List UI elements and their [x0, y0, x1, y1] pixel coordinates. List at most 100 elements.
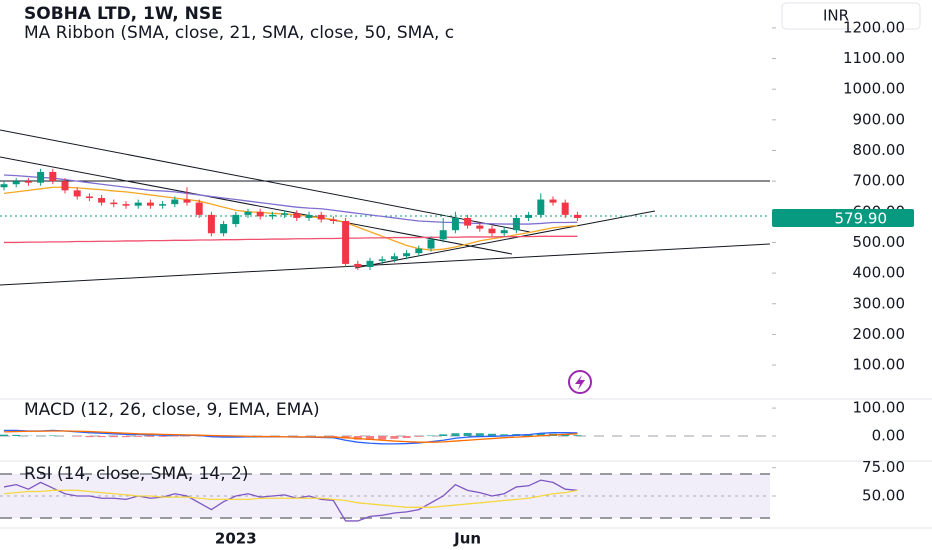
- histogram-bar: [561, 434, 570, 437]
- histogram-bar: [0, 434, 8, 437]
- candle-body: [512, 217, 520, 231]
- alert-icon-bolt: [575, 375, 585, 390]
- histogram-bar: [390, 436, 399, 439]
- candle-body: [159, 204, 167, 206]
- indicator-line: [3, 174, 578, 225]
- candle-body: [12, 181, 20, 185]
- histogram-bar: [158, 436, 167, 437]
- histogram-bar: [109, 436, 118, 438]
- y-tick-label: 700.00: [853, 172, 906, 190]
- candle-body: [49, 171, 57, 182]
- y-tick-label: 1000.00: [843, 80, 905, 98]
- rsi-title: RSI (14, close, SMA, 14, 2): [24, 464, 248, 484]
- candle-body: [342, 220, 350, 264]
- histogram-bar: [475, 433, 484, 437]
- alert-icon[interactable]: [568, 370, 592, 394]
- candle-body: [134, 202, 142, 206]
- candle-body: [476, 225, 484, 229]
- histogram-bar: [146, 436, 155, 437]
- histogram-bar: [85, 436, 94, 438]
- candle-body: [171, 199, 179, 205]
- candle-body: [390, 256, 398, 260]
- last-price-box: [772, 208, 914, 227]
- indicator-line: [3, 489, 578, 508]
- y-tick-label: 200.00: [853, 325, 906, 343]
- candle-body: [0, 184, 8, 188]
- histogram-bar: [463, 432, 472, 437]
- indicator-line: [3, 186, 578, 251]
- candle-body: [451, 217, 459, 231]
- histogram-bar: [12, 434, 21, 437]
- y-tick-label: 100.00: [853, 399, 906, 417]
- y-tick-label: 800.00: [853, 141, 906, 159]
- y-tick-label: 1200.00: [843, 18, 905, 36]
- candle-body: [561, 202, 569, 215]
- histogram-bar: [170, 436, 179, 437]
- histogram-bar: [500, 434, 509, 437]
- y-tick-label: 0.00: [872, 427, 905, 445]
- candle-body: [525, 214, 533, 218]
- histogram-bar: [122, 436, 130, 438]
- candle-body: [366, 260, 374, 267]
- candle-body: [500, 230, 508, 234]
- candle-body: [329, 219, 337, 221]
- candle-body: [378, 259, 386, 261]
- candle-body: [537, 199, 545, 215]
- histogram-bar: [97, 436, 106, 438]
- candle-body: [24, 181, 32, 183]
- candle-body: [73, 190, 81, 197]
- candle-body: [549, 199, 557, 203]
- histogram-bar: [378, 436, 387, 440]
- currency-box[interactable]: [781, 2, 921, 30]
- y-tick-label: 1100.00: [843, 49, 905, 67]
- trend-line: [0, 243, 771, 286]
- candle-body: [195, 202, 203, 215]
- candle-body: [439, 230, 447, 240]
- histogram-bar: [329, 436, 338, 437]
- indicator-line: [4, 235, 578, 244]
- candle-body: [488, 228, 496, 234]
- candle-body: [220, 224, 228, 234]
- x-tick-label: 2023: [215, 530, 257, 548]
- y-tick-label: 300.00: [853, 294, 906, 312]
- histogram-bar: [48, 435, 57, 437]
- candle-body: [573, 214, 581, 218]
- y-tick-label: 50.00: [862, 487, 905, 505]
- histogram-bar: [439, 434, 448, 437]
- y-tick-label: 100.00: [853, 356, 906, 374]
- candle-body: [122, 204, 130, 206]
- candle-body: [61, 181, 69, 191]
- candle-body: [268, 214, 276, 217]
- candle-body: [317, 214, 325, 220]
- histogram-bar: [414, 436, 423, 437]
- candle-body: [354, 263, 362, 267]
- candle-body: [98, 198, 106, 203]
- histogram-bar: [536, 433, 545, 437]
- histogram-bar: [488, 433, 496, 437]
- candle-body: [232, 214, 240, 225]
- candle-body: [305, 214, 313, 218]
- histogram-bar: [573, 435, 582, 437]
- histogram-bar: [353, 436, 362, 440]
- candle-body: [146, 202, 154, 206]
- candle-body: [464, 217, 472, 226]
- currency: INR: [823, 7, 849, 25]
- y-tick-label: 75.00: [862, 458, 905, 476]
- histogram-bar: [73, 436, 82, 437]
- candle-body: [183, 199, 191, 203]
- trend-line: [354, 210, 656, 269]
- candle-body: [37, 171, 45, 183]
- candle-body: [281, 213, 289, 215]
- candle-body: [427, 239, 435, 249]
- y-tick-label: 500.00: [853, 233, 906, 251]
- histogram-bar: [451, 433, 460, 437]
- candle-body: [256, 211, 264, 217]
- chart-title: SOBHA LTD, 1W, NSE: [24, 4, 223, 24]
- candle-body: [403, 253, 411, 257]
- macd-title: MACD (12, 26, close, 9, EMA, EMA): [24, 400, 320, 420]
- candle-body: [244, 211, 252, 215]
- candle-body: [415, 248, 423, 254]
- candle-body: [85, 196, 93, 199]
- candle-body: [207, 214, 215, 234]
